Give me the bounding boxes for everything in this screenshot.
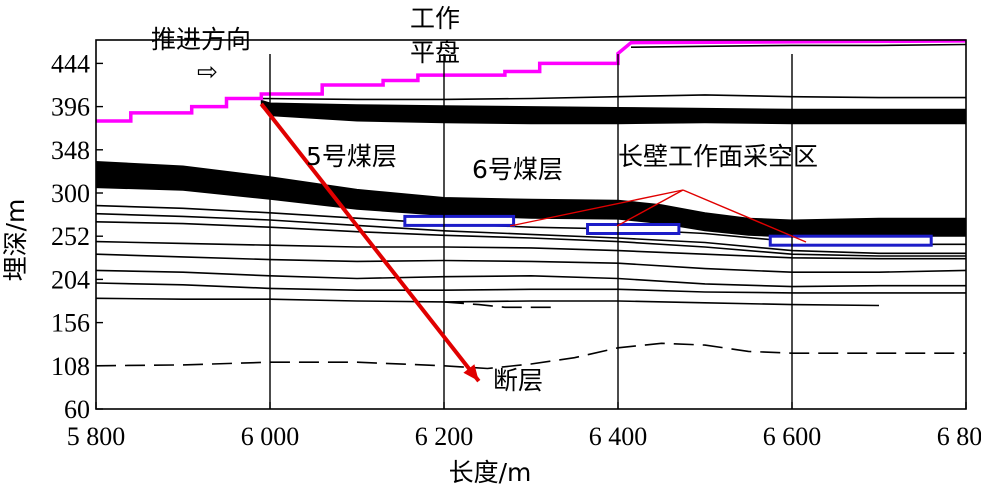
- y-tick-label: 300: [51, 179, 90, 208]
- x-tick-label: 6 400: [589, 422, 648, 451]
- work-platform-label-line1: 工作: [410, 4, 460, 33]
- strata-lines: [95, 43, 967, 370]
- x-tick-label: 5 800: [67, 422, 126, 451]
- y-tick-label: 396: [51, 93, 90, 122]
- goaf-callout-line-2: [616, 189, 684, 227]
- x-tick-label: 6 600: [763, 422, 822, 451]
- push-direction-arrow: ⇨: [197, 57, 218, 86]
- goaf-boxes: [403, 214, 933, 247]
- fault-line-group: [259, 102, 481, 383]
- goaf-box-2: [586, 223, 681, 235]
- fault-arrowhead: [463, 364, 479, 382]
- stratum-line-8: [95, 269, 966, 288]
- y-tick-label: 348: [51, 136, 90, 165]
- stratum-line-1: [261, 94, 966, 101]
- y-tick-label: 108: [51, 352, 90, 381]
- stratum-line-7: [95, 253, 967, 274]
- y-tick-label: 252: [51, 222, 90, 251]
- stratum-line-2: [630, 43, 967, 48]
- y-tick-label: 156: [51, 309, 90, 338]
- seam6-label: 6号煤层: [472, 155, 563, 184]
- seam5-label: 5号煤层: [306, 142, 397, 171]
- fault-label: 断层: [493, 366, 543, 395]
- stratum-line-11: [443, 301, 553, 309]
- x-tick-label: 6 200: [415, 422, 474, 451]
- surface-profile: [96, 39, 967, 123]
- plot-frame-rect: [95, 39, 967, 410]
- stratum-line-6: [95, 240, 966, 260]
- longwall-goaf-label: 长壁工作面采空区: [618, 142, 818, 171]
- surface-line: [96, 39, 967, 123]
- x-axis-ticks: 5 800 6 000 6 200 6 400 6 600 6 800: [67, 402, 981, 451]
- seam5-band: [260, 99, 967, 125]
- stratum-line-4: [95, 212, 966, 255]
- y-axis-title: 埋深/m: [1, 199, 30, 282]
- goaf-box-3: [768, 234, 933, 247]
- x-tick-label: 6 800: [937, 422, 981, 451]
- x-axis-title: 长度/m: [449, 458, 532, 487]
- goaf-callout-line-3: [682, 189, 807, 243]
- goaf-callout-line-1: [509, 189, 684, 227]
- goaf-box-1: [403, 214, 516, 227]
- fault-line: [259, 102, 481, 383]
- y-tick-label: 204: [51, 265, 90, 294]
- y-tick-label: 60: [64, 395, 90, 424]
- y-axis-ticks: 60 108 156 204 252 300 348 396 444: [51, 49, 103, 424]
- plot-frame: [95, 39, 967, 410]
- stratum-line-9: [95, 282, 966, 294]
- work-platform-label-line2: 平盘: [410, 38, 460, 67]
- stratum-line-5: [95, 221, 966, 257]
- push-direction-label: 推进方向: [151, 25, 251, 54]
- callout-lines: [509, 189, 807, 243]
- stratum-line-10: [95, 297, 880, 307]
- y-tick-label: 444: [51, 49, 90, 78]
- x-tick-label: 6 000: [241, 422, 300, 451]
- stratum-line-12: [95, 342, 966, 370]
